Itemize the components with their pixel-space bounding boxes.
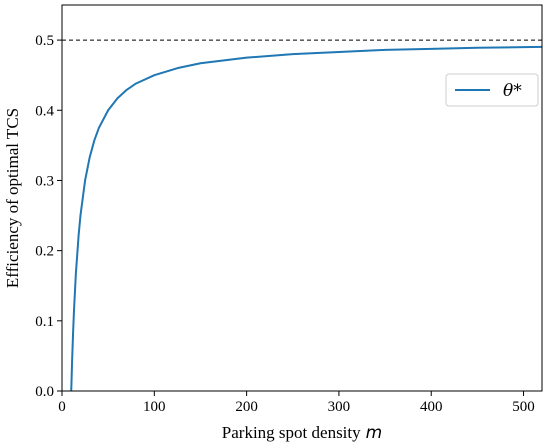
x-tick-label: 0 <box>58 399 66 415</box>
axes-frame <box>61 4 543 392</box>
y-axis-label: Efficiency of optimal TCS <box>3 108 22 288</box>
y-tick-label: 0.2 <box>35 244 54 260</box>
x-axis-label-variable: m <box>366 423 383 443</box>
y-tick-label: 0.4 <box>35 103 54 119</box>
y-tick-label: 0.1 <box>35 314 54 330</box>
x-tick-label: 200 <box>235 399 258 415</box>
x-axis-label-text: Parking spot density <box>222 423 361 442</box>
x-tick-label: 100 <box>143 399 166 415</box>
axis-ticks: 0 100 200 300 400 500 0.0 0.1 0.2 0.3 0.4 0.5 <box>35 33 535 415</box>
x-tick-label: 500 <box>512 399 535 415</box>
x-tick-label: 300 <box>328 399 351 415</box>
legend: θ* <box>445 73 539 107</box>
y-tick-label: 0.0 <box>35 384 54 400</box>
x-tick-label: 400 <box>420 399 443 415</box>
legend-box <box>445 73 539 107</box>
legend-label: θ* <box>503 81 522 101</box>
series-line-0 <box>70 45 543 392</box>
y-tick-label: 0.3 <box>35 173 54 189</box>
y-tick-label: 0.5 <box>35 33 54 49</box>
x-axis-label: Parking spot density m <box>222 423 382 443</box>
plot-area <box>62 39 543 392</box>
